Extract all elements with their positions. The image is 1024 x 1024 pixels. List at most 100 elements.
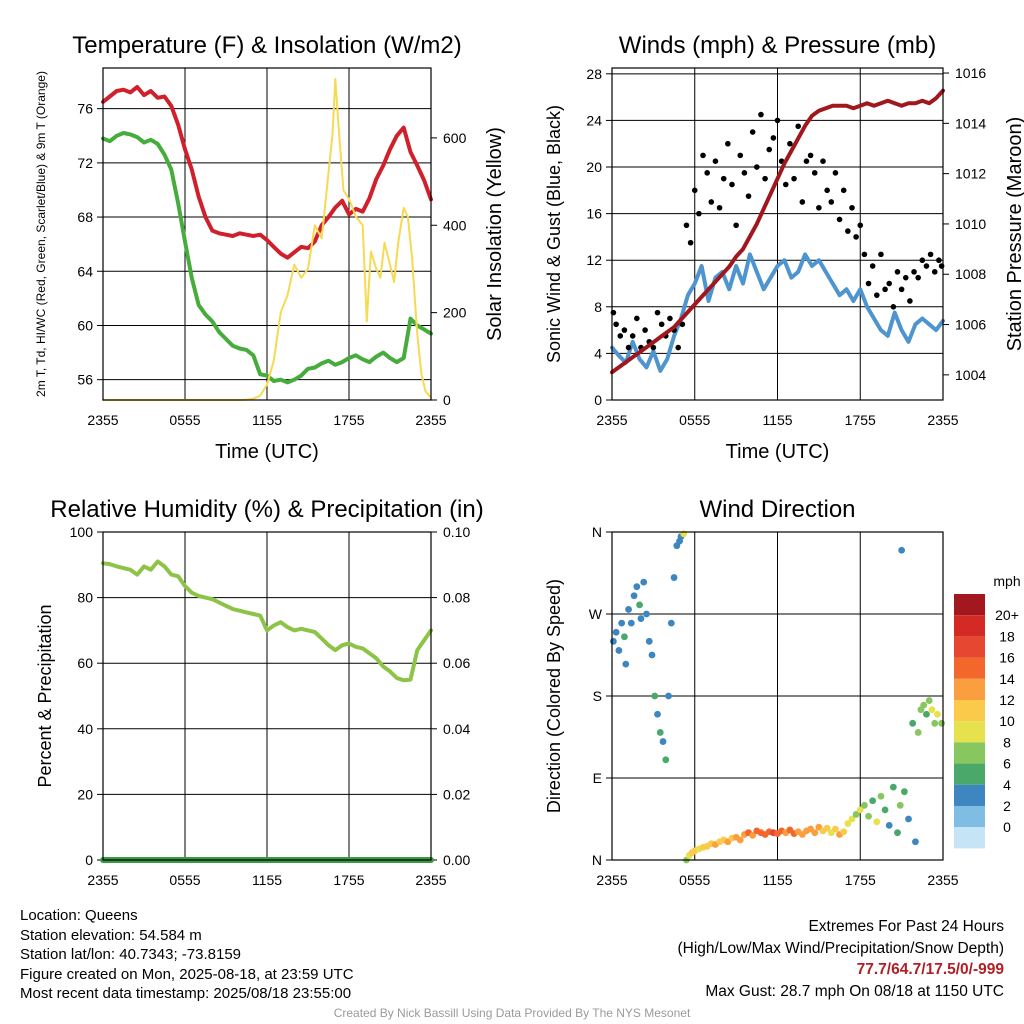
gust-point — [675, 344, 681, 351]
x-tick-label: 2355 — [596, 872, 627, 888]
gust-point — [911, 269, 917, 275]
gust-point — [766, 146, 773, 153]
gust-point — [845, 228, 851, 234]
gust-point — [878, 251, 884, 258]
gust-point — [741, 170, 748, 176]
gust-point — [907, 298, 913, 304]
direction-point — [811, 829, 819, 837]
x-tick-label: 1755 — [333, 412, 364, 428]
x-tick-label: 0555 — [169, 412, 200, 428]
chart-title: Winds (mph) & Pressure (mb) — [619, 32, 936, 59]
y-tick-label-right: 1004 — [955, 367, 986, 383]
station-location: Location: Queens — [20, 907, 138, 924]
direction-point — [912, 838, 919, 846]
gust-point — [762, 175, 768, 182]
gust-point — [729, 181, 735, 188]
y-tick-label-left: 72 — [77, 155, 93, 171]
y-tick-label-right: 0.10 — [443, 524, 470, 540]
gust-point — [874, 292, 880, 298]
gust-point — [890, 304, 897, 310]
gust-point — [617, 333, 624, 339]
x-tick-label: 1155 — [252, 412, 282, 428]
direction-point — [665, 692, 672, 700]
y-tick-label-right: 400 — [443, 217, 467, 233]
y-tick-label-left: 4 — [594, 345, 602, 361]
gust-point — [927, 251, 934, 258]
gust-point — [720, 175, 727, 182]
y-tick-label-left: 64 — [77, 263, 93, 279]
y-tick-label-left: 56 — [77, 372, 93, 388]
direction-point — [920, 701, 928, 709]
y-tick-label-left: 24 — [586, 112, 602, 128]
extremes-legend: (High/Low/Max Wind/Precipitation/Snow De… — [677, 939, 1005, 957]
colorbar-label: 14 — [999, 671, 1015, 687]
gust-point — [828, 199, 835, 205]
x-axis-label: Time (UTC) — [726, 441, 830, 463]
y-axis-label-left: Sonic Wind & Gust (Blue, Black) — [544, 105, 564, 363]
colorbar-label: 12 — [999, 692, 1015, 708]
gust-point — [836, 216, 843, 223]
x-tick-label: 1755 — [845, 872, 876, 888]
direction-point — [856, 806, 864, 814]
y-axis-label-left: Direction (Colored By Speed) — [544, 579, 564, 813]
gust-point — [919, 257, 926, 264]
extremes-values: 77.7/64.7/17.5/0/-999 — [856, 961, 1004, 978]
x-tick-label: 0555 — [679, 872, 710, 888]
most-recent-timestamp: Most recent data timestamp: 2025/08/18 2… — [20, 985, 352, 1003]
direction-point — [659, 738, 667, 745]
y-tick-label-left: 20 — [77, 786, 93, 802]
x-tick-label: 0555 — [169, 872, 200, 888]
colorbar-swatch — [954, 657, 985, 679]
gust-point — [882, 286, 888, 293]
figure-created: Figure created on Mon, 2025-08-18, at 23… — [20, 965, 354, 983]
direction-point — [636, 601, 643, 609]
chart-title: Relative Humidity (%) & Precipitation (i… — [50, 496, 483, 523]
colorbar-label: 10 — [999, 713, 1015, 729]
x-tick-label: 1755 — [845, 412, 876, 428]
y-tick-label-left: 60 — [77, 317, 93, 333]
gust-point — [700, 152, 706, 159]
gust-point — [865, 280, 872, 287]
gust-point — [902, 274, 909, 281]
chart-title: Temperature (F) & Insolation (W/m2) — [72, 32, 461, 59]
gust-point — [708, 199, 715, 205]
gust-point — [782, 181, 789, 188]
x-tick-label: 1155 — [762, 872, 792, 888]
y-tick-label-right: 0.04 — [443, 721, 470, 737]
y-tick-label-right: 0.08 — [443, 590, 470, 606]
direction-point — [905, 815, 912, 823]
x-tick-label: 2355 — [927, 412, 958, 428]
direction-point — [645, 637, 653, 645]
colorbar-swatch — [954, 615, 985, 637]
gust-point — [704, 170, 710, 176]
colorbar-label: 0 — [1003, 819, 1011, 835]
series-line-2m-t — [101, 85, 433, 260]
gust-point — [749, 129, 756, 135]
gust-point — [621, 327, 628, 333]
gust-point — [840, 187, 847, 194]
direction-point — [938, 719, 946, 727]
gust-point — [923, 263, 930, 269]
colorbar-swatch — [954, 700, 985, 722]
gust-point — [613, 321, 619, 328]
gust-point — [936, 257, 942, 264]
gust-point — [683, 222, 690, 229]
y-tick-label-left: N — [592, 852, 602, 868]
direction-point — [627, 619, 635, 627]
colorbar-label: 16 — [999, 650, 1015, 666]
chart-panel-4: 2355 0555 1155 1755 2355 N E S W N Wind Direction D… — [544, 496, 1021, 888]
direction-point — [609, 637, 617, 645]
direction-point — [656, 729, 664, 736]
gust-point — [667, 315, 673, 322]
colorbar-label: 6 — [1003, 756, 1011, 772]
gust-point — [861, 251, 868, 258]
direction-point — [928, 706, 936, 714]
direction-point — [670, 574, 678, 581]
x-tick-label: 2355 — [87, 412, 118, 428]
direction-point — [934, 710, 941, 718]
direction-point — [749, 832, 757, 839]
direction-point — [931, 719, 939, 727]
colorbar-swatch — [954, 806, 985, 828]
gust-point — [886, 280, 893, 287]
